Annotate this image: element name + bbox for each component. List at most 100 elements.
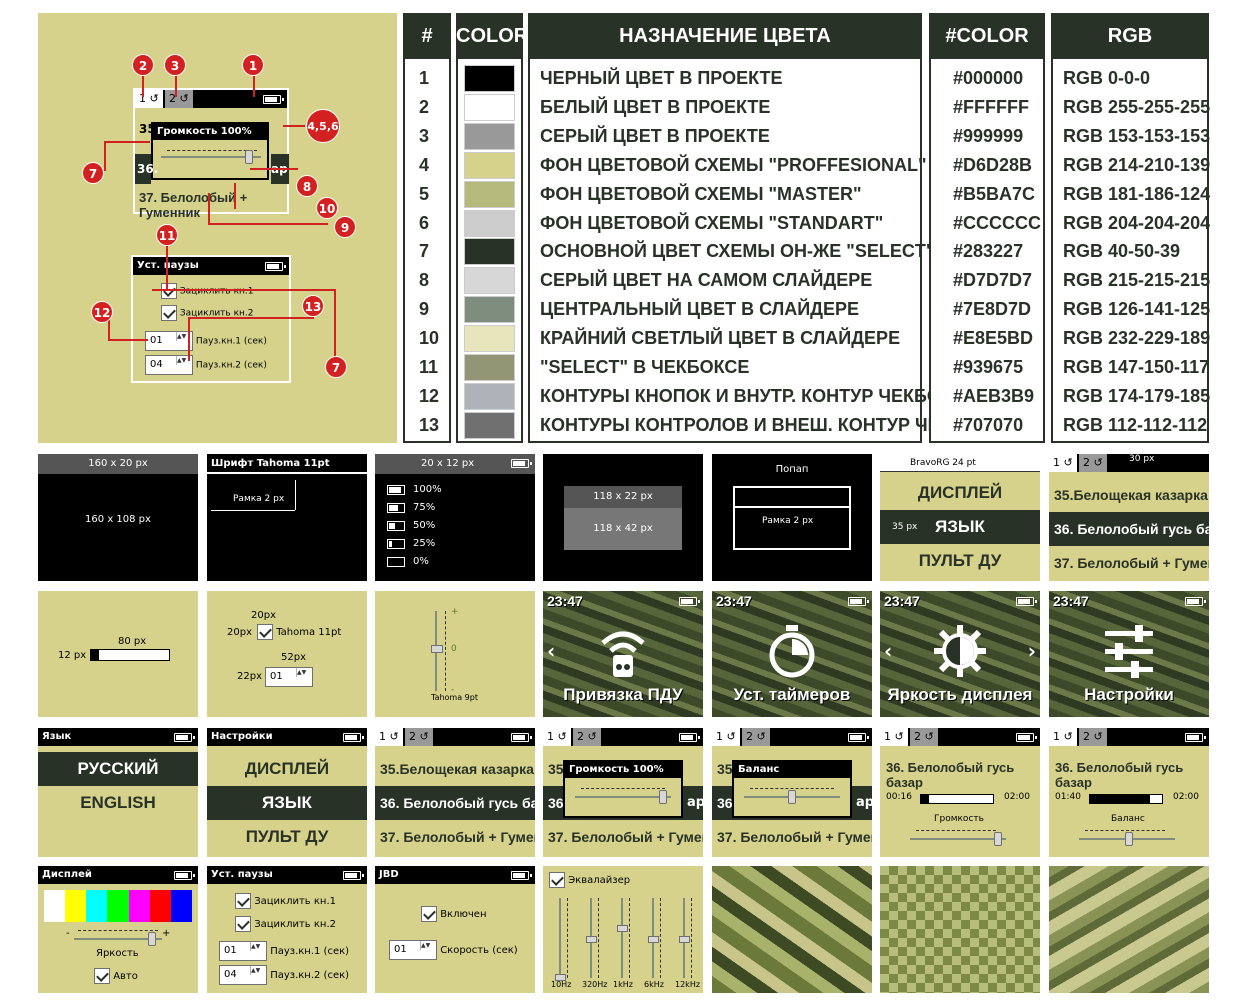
battery-icon <box>263 95 284 104</box>
color-swatch <box>464 296 515 324</box>
tile-volume-popup: 1 ↺ 2 ↺ 35. 36. ар 37. Белолобый + Гумен… <box>543 728 703 857</box>
tile-language-menu: Язык РУССКИЙ ENGLISH <box>38 728 198 857</box>
tab-2[interactable]: 2 ↺ <box>165 90 193 108</box>
tile-pause-settings: Уст. паузы Зациклить кн.1 Зациклить кн.2… <box>207 866 367 993</box>
jbd-enabled-checkbox[interactable] <box>421 906 437 922</box>
pause-2-spinner[interactable]: 04 <box>219 965 267 985</box>
callout-1: 1 <box>242 54 264 76</box>
battery-icon <box>174 871 195 880</box>
header-rgb: RGB <box>1051 13 1209 59</box>
color-swatch <box>464 65 515 92</box>
column-purpose: ЧЕРНЫЙ ЦВЕТ В ПРОЕКТЕ БЕЛЫЙ ЦВЕТ В ПРОЕКТ… <box>528 59 1014 443</box>
row-number: 11 <box>419 357 439 377</box>
tab-1[interactable]: 1 ↺ <box>1049 454 1077 472</box>
row-purpose: КРАЙНИЙ СВЕТЛЫЙ ЦВЕТ В СЛАЙДЕРЕ <box>540 328 901 349</box>
balance-slider-knob[interactable] <box>788 790 796 804</box>
volume-slider-knob[interactable] <box>659 790 667 804</box>
row-rgb: RGB 112-112-112 <box>1063 414 1208 435</box>
volume-popup: Громкость 100% <box>151 122 269 180</box>
row-number: 1 <box>419 68 430 88</box>
row-number: 10 <box>419 328 440 349</box>
row-rgb: RGB 181-186-124 <box>1063 183 1211 204</box>
language-russian[interactable]: РУССКИЙ <box>38 752 198 786</box>
stopwatch-icon <box>764 623 820 679</box>
row-rgb: RGB 174-179-185 <box>1063 385 1211 406</box>
eq-knob[interactable] <box>617 924 628 932</box>
track-progress[interactable] <box>920 794 994 804</box>
pause-2-spinner[interactable]: 04 <box>145 355 193 375</box>
loop-checkbox-1[interactable] <box>235 893 251 909</box>
eq-knob[interactable] <box>648 936 659 943</box>
color-option[interactable] <box>44 890 66 922</box>
sample-spinner[interactable]: 01 <box>265 667 313 687</box>
clock: 23:47 <box>716 593 752 609</box>
chevron-right-icon[interactable]: › <box>1027 639 1036 663</box>
battery-icon <box>511 459 532 468</box>
chevron-left-icon[interactable]: ‹ <box>547 639 556 663</box>
loop-checkbox-2[interactable] <box>235 916 251 932</box>
language-english[interactable]: ENGLISH <box>80 793 156 812</box>
color-swatch <box>464 238 515 266</box>
camo-pattern-woodland <box>712 866 872 993</box>
menu-tile-title: Привязка ПДУ <box>563 685 683 704</box>
pause-1-spinner[interactable]: 01 <box>145 331 193 351</box>
color-swatch <box>464 382 515 410</box>
color-option[interactable] <box>170 890 192 922</box>
battery-icon <box>1016 597 1037 606</box>
volume-slider-knob[interactable] <box>994 832 1002 846</box>
color-option[interactable] <box>128 890 150 922</box>
menu-tile-3[interactable]: 23:47 ‹ › Яркость дисплея <box>880 591 1040 717</box>
loop-checkbox-2[interactable] <box>161 305 177 321</box>
menu-tile-2[interactable]: 23:47 Уст. таймеров <box>712 591 872 717</box>
eq-knob[interactable] <box>679 936 690 943</box>
battery-icon <box>174 733 195 742</box>
color-option[interactable] <box>86 890 108 922</box>
color-option[interactable] <box>65 890 87 922</box>
eq-band: 10Hz <box>551 894 585 993</box>
row-hex: #E8E5BD <box>953 328 1034 349</box>
volume-slider-knob[interactable] <box>245 150 253 164</box>
pause-1-spinner[interactable]: 01 <box>219 941 267 961</box>
row-number: 3 <box>419 125 430 146</box>
tab-1[interactable]: 1 ↺ <box>135 90 163 108</box>
row-number: 13 <box>419 414 440 435</box>
balance-slider-knob[interactable] <box>1125 832 1133 846</box>
jbd-speed-spinner[interactable]: 01 <box>389 940 437 960</box>
eq-knob[interactable] <box>586 936 597 943</box>
row-hex: #D6D28B <box>953 154 1033 175</box>
popup-title: Громкость 100% <box>153 124 267 140</box>
annotated-panel: 1 ↺ 2 ↺ 35. Громкость 100% 36. ар 37. Бе… <box>38 13 397 443</box>
callout-13: 13 <box>302 295 324 317</box>
loop-checkbox-1[interactable] <box>161 283 177 299</box>
auto-brightness-checkbox[interactable] <box>94 968 110 984</box>
menu-tile-1[interactable]: 23:47 ‹ Привязка ПДУ <box>543 591 703 717</box>
battery-icon <box>679 733 700 742</box>
row-rgb: RGB 232-229-189 <box>1063 328 1211 349</box>
eq-band: 1kHz <box>613 894 647 993</box>
vertical-slider-knob[interactable] <box>431 645 443 653</box>
equalizer-checkbox[interactable] <box>549 872 565 888</box>
row-purpose: СЕРЫЙ ЦВЕТ НА САМОМ СЛАЙДЕРЕ <box>540 270 873 291</box>
callout-11: 11 <box>156 224 178 246</box>
row-purpose: БЕЛЫЙ ЦВЕТ В ПРОЕКТЕ <box>540 96 771 117</box>
menu-tile-title: Настройки <box>1084 685 1174 704</box>
color-swatch <box>464 151 515 179</box>
brightness-slider-knob[interactable] <box>148 932 156 946</box>
row-purpose: СЕРЫЙ ЦВЕТ В ПРОЕКТЕ <box>540 125 770 146</box>
row-number: 4 <box>419 154 430 175</box>
sample-checkbox[interactable] <box>257 624 273 640</box>
tile-player-balance: 1 ↺ 2 ↺ 36. Белолобый гусь базар 01:40 0… <box>1049 728 1209 857</box>
column-swatch <box>456 59 523 443</box>
row-purpose: ОСНОВНОЙ ЦВЕТ СХЕМЫ ОН-ЖЕ "SELECT" <box>540 241 935 262</box>
eq-knob[interactable] <box>555 974 566 981</box>
chevron-left-icon[interactable]: ‹ <box>884 639 893 663</box>
color-option[interactable] <box>107 890 129 922</box>
menu-tile-4[interactable]: 23:47 Настройки <box>1049 591 1209 717</box>
battery-icon <box>387 557 405 567</box>
tab-2[interactable]: 2 ↺ <box>1079 454 1107 472</box>
track-progress[interactable] <box>1089 794 1163 804</box>
callout-4-5-6: 4,5,6 <box>306 109 340 143</box>
color-option[interactable] <box>149 890 171 922</box>
row-number: 8 <box>419 270 430 291</box>
progress-bar <box>90 649 170 661</box>
